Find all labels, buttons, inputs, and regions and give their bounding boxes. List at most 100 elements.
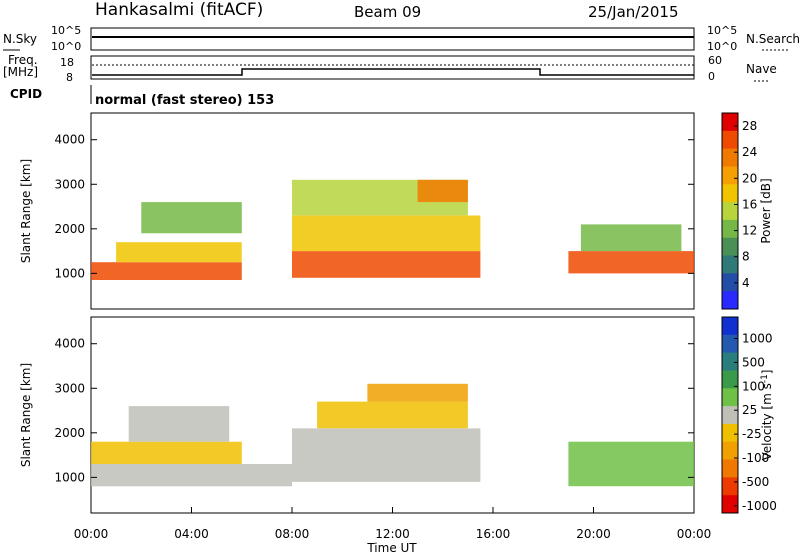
velocity-colorbar-tick-label-0: 1000 [742,332,773,346]
station-title: Hankasalmi (fitACF) [95,0,263,20]
power-colorbar-segment-1 [722,130,738,150]
power-colorbar-segment-7 [722,237,738,256]
power-y-tick-label-3: 4000 [54,133,85,147]
x-tick-label-3: 12:00 [375,527,410,541]
power-data-cells [91,179,694,280]
velocity-colorbar-segment-2 [722,352,738,371]
freq-tick-low: 8 [66,71,73,84]
velocity-colorbar-tick-label-2: 100 [742,379,765,393]
cpid-text: normal (fast stereo) 153 [95,93,274,108]
velocity-colorbar-segment-8 [722,459,738,478]
velocity-colorbar-tick-label-1: 500 [742,355,765,369]
power-colorbar-segment-6 [722,219,738,239]
velocity-y-tick-label-0: 1000 [54,470,85,484]
noise-left-tick-high: 10^5 [51,24,81,37]
velocity-y-tick-label-2: 3000 [54,381,85,395]
freq-tick-high: 18 [60,56,74,69]
power-region-7 [568,251,694,274]
x-axis-ticks: 00:00 04:00 08:00 12:00 16:00 20:00 00:00 [74,507,712,541]
velocity-panel: 1000 2000 3000 4000 Slant Range [km] 1000 50… [19,316,777,514]
noise-panel [90,27,695,51]
x-tick-label-5: 20:00 [576,527,611,541]
velocity-colorbar-tick-label-5: -100 [742,451,769,465]
power-colorbar-segment-5 [722,202,738,221]
x-tick-label-6: 00:00 [677,527,712,541]
x-tick-label-2: 08:00 [275,527,310,541]
velocity-region-6 [568,441,694,487]
power-colorbar-segment-8 [722,255,738,274]
power-colorbar-segment-10 [722,291,738,310]
power-colorbar-segment-3 [722,166,738,185]
velocity-colorbar-segment-9 [722,477,738,496]
x-tick-label-4: 16:00 [476,527,511,541]
velocity-y-ticks: 1000 2000 3000 4000 [54,337,694,484]
power-colorbar-tick-label-5: 24 [742,145,757,159]
power-region-2 [141,202,242,234]
power-colorbar-tick-label-2: 12 [742,224,757,238]
power-region-3 [292,251,481,278]
power-colorbar-frame [721,112,739,310]
velocity-colorbar-label-end: ] [760,370,774,375]
x-tick-label-0: 00:00 [74,527,109,541]
power-colorbar-label: Power [dB] [759,178,773,243]
velocity-colorbar-tick-label-6: -500 [742,475,769,489]
x-tick-label-1: 04:00 [174,527,209,541]
power-region-8 [580,224,682,252]
velocity-colorbar-segment-5 [722,406,738,425]
velocity-region-3 [292,428,481,482]
velocity-colorbar-segment-0 [722,317,738,336]
cpid-label: CPID [10,87,42,101]
velocity-colorbar-segment-7 [722,441,738,460]
velocity-colorbar-tick-label-7: -1000 [742,499,777,513]
power-y-axis-label: Slant Range [km] [19,159,33,263]
velocity-colorbar-segment-6 [722,423,738,443]
date-title: 25/Jan/2015 [588,3,679,21]
nave-tick-high: 60 [708,54,722,67]
power-colorbar-segment-2 [722,148,738,167]
power-region-6 [417,179,468,203]
power-panel: 1000 2000 3000 4000 Slant Range [km] 4 8 12 16… [19,112,773,310]
power-colorbar-segment-0 [722,113,738,132]
beam-title: Beam 09 [354,3,421,21]
velocity-region-4 [317,401,468,429]
velocity-region-2 [128,406,230,442]
nave-tick-low: 0 [708,70,715,83]
nave-label: Nave [746,62,777,76]
power-colorbar-tick-label-6: 28 [742,119,757,133]
power-y-ticks: 1000 2000 3000 4000 [54,133,694,280]
power-y-tick-label-0: 1000 [54,266,85,280]
power-colorbar-tick-label-0: 4 [742,276,750,290]
noise-right-tick-high: 10^5 [707,24,737,37]
noise-right-tick-low: 10^0 [707,40,737,53]
power-region-0 [91,262,242,280]
power-colorbar-segment-9 [722,273,738,292]
velocity-region-0 [91,464,292,487]
power-region-4 [292,215,481,252]
velocity-region-1 [91,441,242,464]
velocity-colorbar-segment-10 [722,495,738,514]
velocity-y-tick-label-3: 4000 [54,337,85,351]
velocity-data-cells [91,383,694,487]
power-colorbar-tick-label-4: 20 [742,171,757,185]
power-y-tick-label-1: 2000 [54,222,85,236]
freq-label-line2: [MHz] [3,65,38,79]
power-colorbar-tick-label-1: 8 [742,250,750,264]
velocity-colorbar-frame [721,316,739,514]
freq-trace [92,68,694,76]
velocity-y-axis-label: Slant Range [km] [19,363,33,467]
velocity-colorbar-tick-label-3: 25 [742,403,757,417]
velocity-colorbar-label-main: Velocity [m s [760,383,774,460]
nsearch-label: N.Search [746,32,800,46]
power-colorbar: 4 8 12 16 20 24 28 [721,112,757,310]
power-region-1 [116,242,242,263]
velocity-colorbar-segment-1 [722,334,738,354]
velocity-y-tick-label-1: 2000 [54,426,85,440]
x-axis-label: Time UT [366,541,417,554]
velocity-colorbar-segment-3 [722,370,738,389]
power-colorbar-segment-4 [722,184,738,203]
velocity-colorbar: 1000 500 100 25 -25 -100 -500 -1000 [721,316,777,514]
noise-left-tick-low: 10^0 [51,40,81,53]
freq-label-line1: Freq. [8,53,38,67]
velocity-colorbar-tick-label-4: -25 [742,427,762,441]
